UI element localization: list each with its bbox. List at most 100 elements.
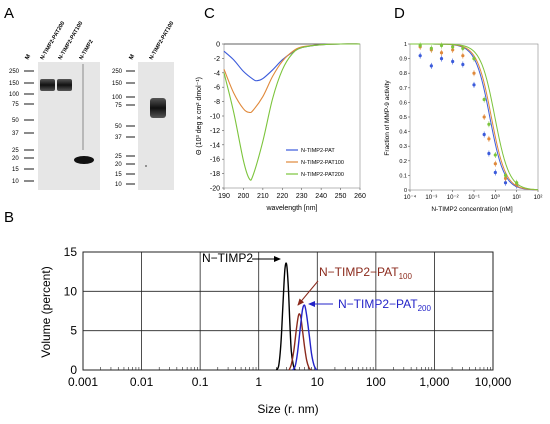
c-y-tick-label: -8 <box>214 99 220 106</box>
gel-2-speck <box>145 165 147 167</box>
gel-1-mw-10: 10 <box>12 179 19 185</box>
panel-b-grid <box>83 252 493 370</box>
panel-b-series <box>275 262 318 371</box>
gel-2-ladder: 250 150 100 75 50 37 25 20 15 10 <box>112 69 135 188</box>
gel-2-mw-75: 75 <box>115 103 122 109</box>
b-x-tick-label: 100 <box>366 375 386 389</box>
c-y-tick-label: -16 <box>210 157 220 164</box>
annotation-ntimp2-text: N−TIMP2 <box>202 251 253 265</box>
d-data-point <box>461 46 465 50</box>
c-x-tick-label: 200 <box>238 193 250 200</box>
panel-d-x-label: N-TIMP2 concentration [nM] <box>431 206 512 213</box>
b-y-tick-label: 5 <box>70 324 77 338</box>
gel-2-mw-15: 15 <box>115 172 122 178</box>
panel-c-y-label: Θ (10³ deg x cm² dmol⁻¹) <box>196 77 203 155</box>
c-y-tick-label: -18 <box>210 171 220 178</box>
panel-d: 00.10.20.30.40.50.60.70.80.91 10⁻⁴ 10⁻³ 10… <box>384 42 542 213</box>
d-data-point <box>482 115 486 119</box>
annotation-pat200-sub: 200 <box>418 304 432 313</box>
d-fit-curve-1 <box>410 43 539 191</box>
d-data-point <box>451 59 455 64</box>
d-y-tick-label: 0.1 <box>399 173 407 179</box>
c-y-tick-label: -4 <box>214 70 220 77</box>
d-y-tick-label: 0.6 <box>399 100 407 106</box>
gel-1-ladder: 250 150 100 75 50 37 25 20 15 10 <box>9 69 34 185</box>
d-data-point <box>503 173 508 177</box>
gel-1-mw-150: 150 <box>9 81 20 87</box>
c-series-line-0 <box>223 43 361 82</box>
annotation-ntimp2: N−TIMP2 <box>202 251 253 265</box>
c-y-tick-label: -20 <box>210 186 220 193</box>
b-x-tick-label: 1,000 <box>419 375 449 389</box>
d-data-point <box>439 43 444 48</box>
d-data-point <box>472 83 476 87</box>
annotation-pat100-base: N−TIMP2−PAT <box>319 265 399 279</box>
d-data-point <box>418 43 422 48</box>
d-data-point <box>482 132 486 137</box>
annotation-pat200-base: N−TIMP2−PAT <box>338 297 418 311</box>
gel-2-background <box>138 62 174 190</box>
c-x-tick-label: 240 <box>315 193 327 200</box>
d-x-tick-label: 10¹ <box>512 195 521 201</box>
panel-letter-a: A <box>4 5 14 22</box>
d-data-point <box>461 54 465 58</box>
d-data-point <box>503 181 508 185</box>
gel-2-mw-50: 50 <box>115 124 122 130</box>
panel-letter-d: D <box>394 5 405 22</box>
gel-1-band-pat200 <box>40 79 55 91</box>
d-data-point <box>429 64 433 68</box>
panel-d-y-ticks: 0 0.1 0.2 0.3 0.4 0.5 0.6 0.7 0.8 0.9 1 <box>399 42 410 194</box>
c-y-tick-label: -12 <box>210 128 220 135</box>
panel-c-x-label: wavelength [nm] <box>266 205 318 212</box>
panel-d-plot-area <box>409 43 539 191</box>
b-y-tick-label: 0 <box>70 363 77 377</box>
gel-1: M N-TIMP2-PAT200 N-TIMP2-PAT100 N-TIMP2 … <box>9 21 100 190</box>
panel-b-y-label: Volume (percent) <box>39 266 53 357</box>
b-x-tick-label: 0.01 <box>130 375 154 389</box>
d-fit-curve-0 <box>410 43 538 191</box>
gel-2-mw-150: 150 <box>112 81 123 87</box>
c-x-tick-label: 190 <box>218 193 230 200</box>
d-data-point <box>515 181 519 185</box>
gel-1-band-pat100 <box>57 79 72 91</box>
d-data-point <box>429 46 433 50</box>
panel-b: 0 5 10 15 0.001 0.01 0.1 1 10 100 1,000 10,000 Siz… <box>39 245 512 416</box>
b-y-tick-label: 15 <box>64 245 78 259</box>
d-y-tick-label: 0.8 <box>399 71 407 77</box>
legend-label-pat100: N-TIMP2-PAT100 <box>301 160 344 166</box>
gel-2-mw-10: 10 <box>115 182 122 188</box>
gel-1-band-ntimp2 <box>74 156 94 164</box>
annotation-pat200: N−TIMP2−PAT200 <box>338 297 431 313</box>
gel-1-mw-37: 37 <box>12 131 19 137</box>
gel-1-lane-label-marker: M <box>25 54 33 61</box>
panel-b-x-ticks: 0.001 0.01 0.1 1 10 100 1,000 10,000 <box>68 375 512 389</box>
panel-c-y-ticks: 0 -2 -4 -6 -8 -10 -12 -14 -16 -18 -20 <box>210 42 224 193</box>
d-data-point <box>487 122 491 126</box>
c-x-tick-label: 260 <box>354 193 366 200</box>
gel-2-mw-37: 37 <box>115 135 122 141</box>
annotation-pat100-arrow <box>297 280 319 306</box>
d-data-point <box>461 62 465 67</box>
gel-2-ladder-bands <box>126 70 135 185</box>
d-x-tick-label: 10⁻¹ <box>468 195 480 201</box>
c-y-tick-label: -2 <box>214 56 220 63</box>
c-x-tick-label: 230 <box>296 193 308 200</box>
gel-1-mw-100: 100 <box>9 92 20 98</box>
gel-2-mw-25: 25 <box>115 154 122 160</box>
b-series-line-1 <box>288 313 312 371</box>
d-y-tick-label: 0.9 <box>399 57 407 63</box>
d-y-tick-label: 0.5 <box>399 115 407 121</box>
panel-b-x-label: Size (r. nm) <box>257 402 318 416</box>
d-data-point <box>439 51 444 55</box>
d-data-point <box>487 151 491 156</box>
gel-1-ladder-bands <box>24 70 34 182</box>
panel-c-x-ticks: 190 200 210 220 230 240 250 260 <box>218 188 366 200</box>
panel-d-series <box>410 42 539 191</box>
panel-c: 0 -2 -4 -6 -8 -10 -12 -14 -16 -18 -20 190 200 210 220… <box>196 42 366 213</box>
d-x-tick-label: 10⁻³ <box>425 195 437 201</box>
b-series-line-2 <box>292 304 318 371</box>
d-data-point <box>493 153 497 157</box>
gel-2-band-pat100 <box>150 98 166 118</box>
c-y-tick-label: -10 <box>210 114 220 121</box>
